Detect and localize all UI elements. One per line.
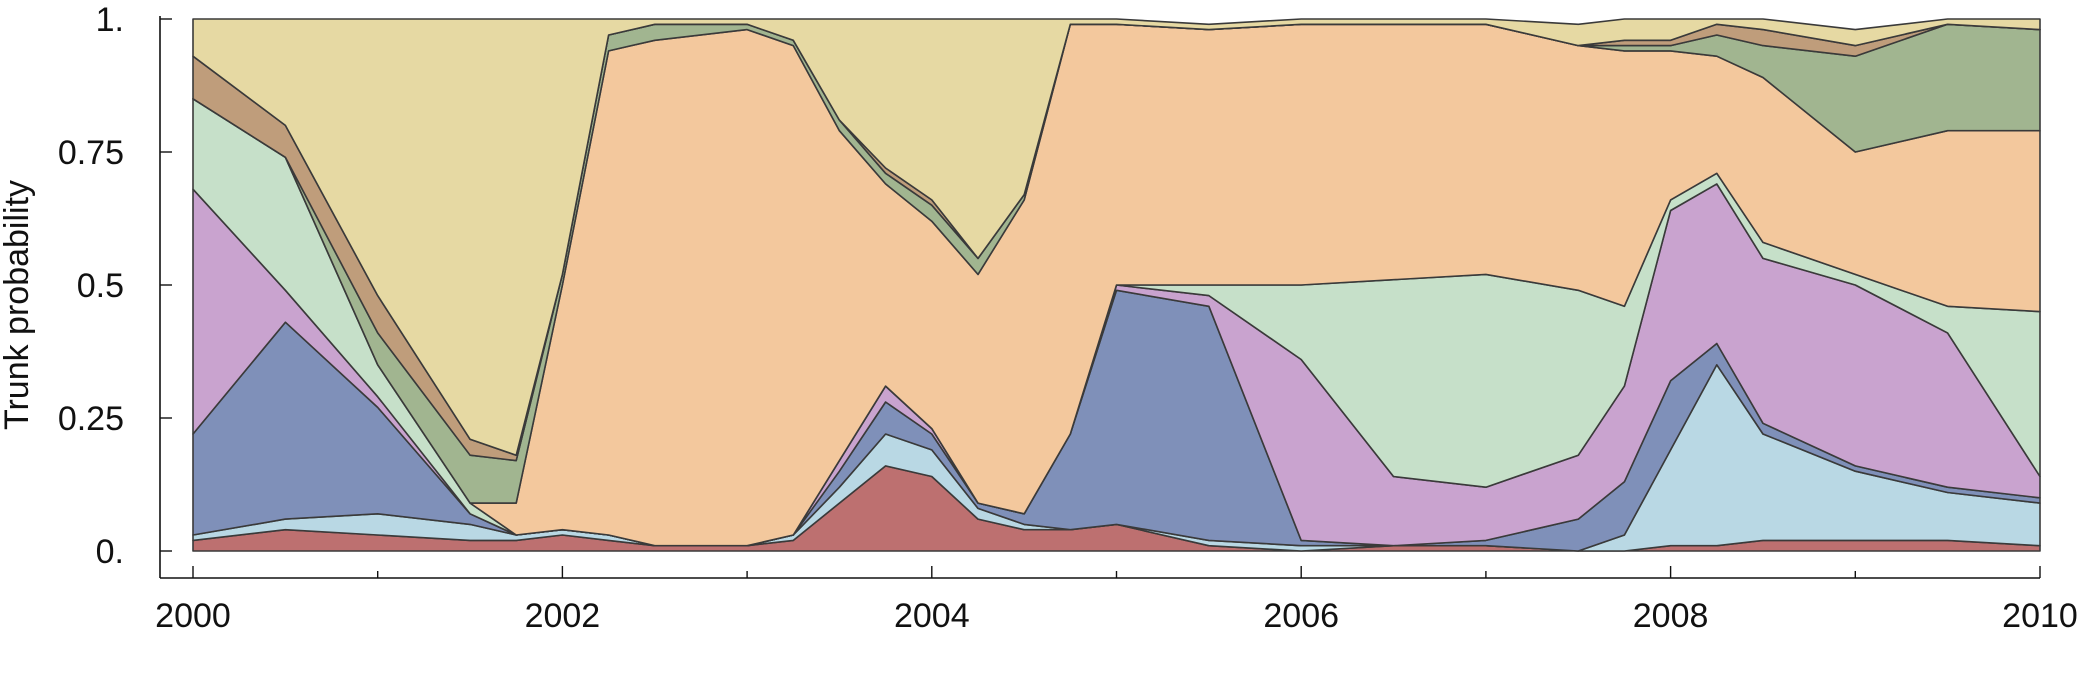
y-tick-label: 0.5 <box>77 267 124 305</box>
y-tick-label: 0.25 <box>58 400 124 438</box>
y-tick-label: 1. <box>96 1 124 39</box>
x-tick-label: 2000 <box>155 597 231 635</box>
x-axis: 2000 2002 2004 2006 2008 2010 <box>155 566 2078 635</box>
area-series-9 <box>192 18 2041 456</box>
x-tick-label: 2006 <box>1263 597 1339 635</box>
x-tick-label: 2010 <box>2002 597 2078 635</box>
y-tick-label: 0. <box>96 533 124 571</box>
y-axis-title: Trunk probability <box>0 180 36 430</box>
y-axis: 0. 0.25 0.5 0.75 1. <box>58 1 172 571</box>
x-tick-label: 2008 <box>1633 597 1709 635</box>
x-tick-label: 2004 <box>894 597 970 635</box>
y-tick-label: 0.75 <box>58 134 124 172</box>
x-tick-label: 2002 <box>525 597 601 635</box>
plot-frame <box>159 16 2040 579</box>
area-series-layer <box>192 18 2041 552</box>
